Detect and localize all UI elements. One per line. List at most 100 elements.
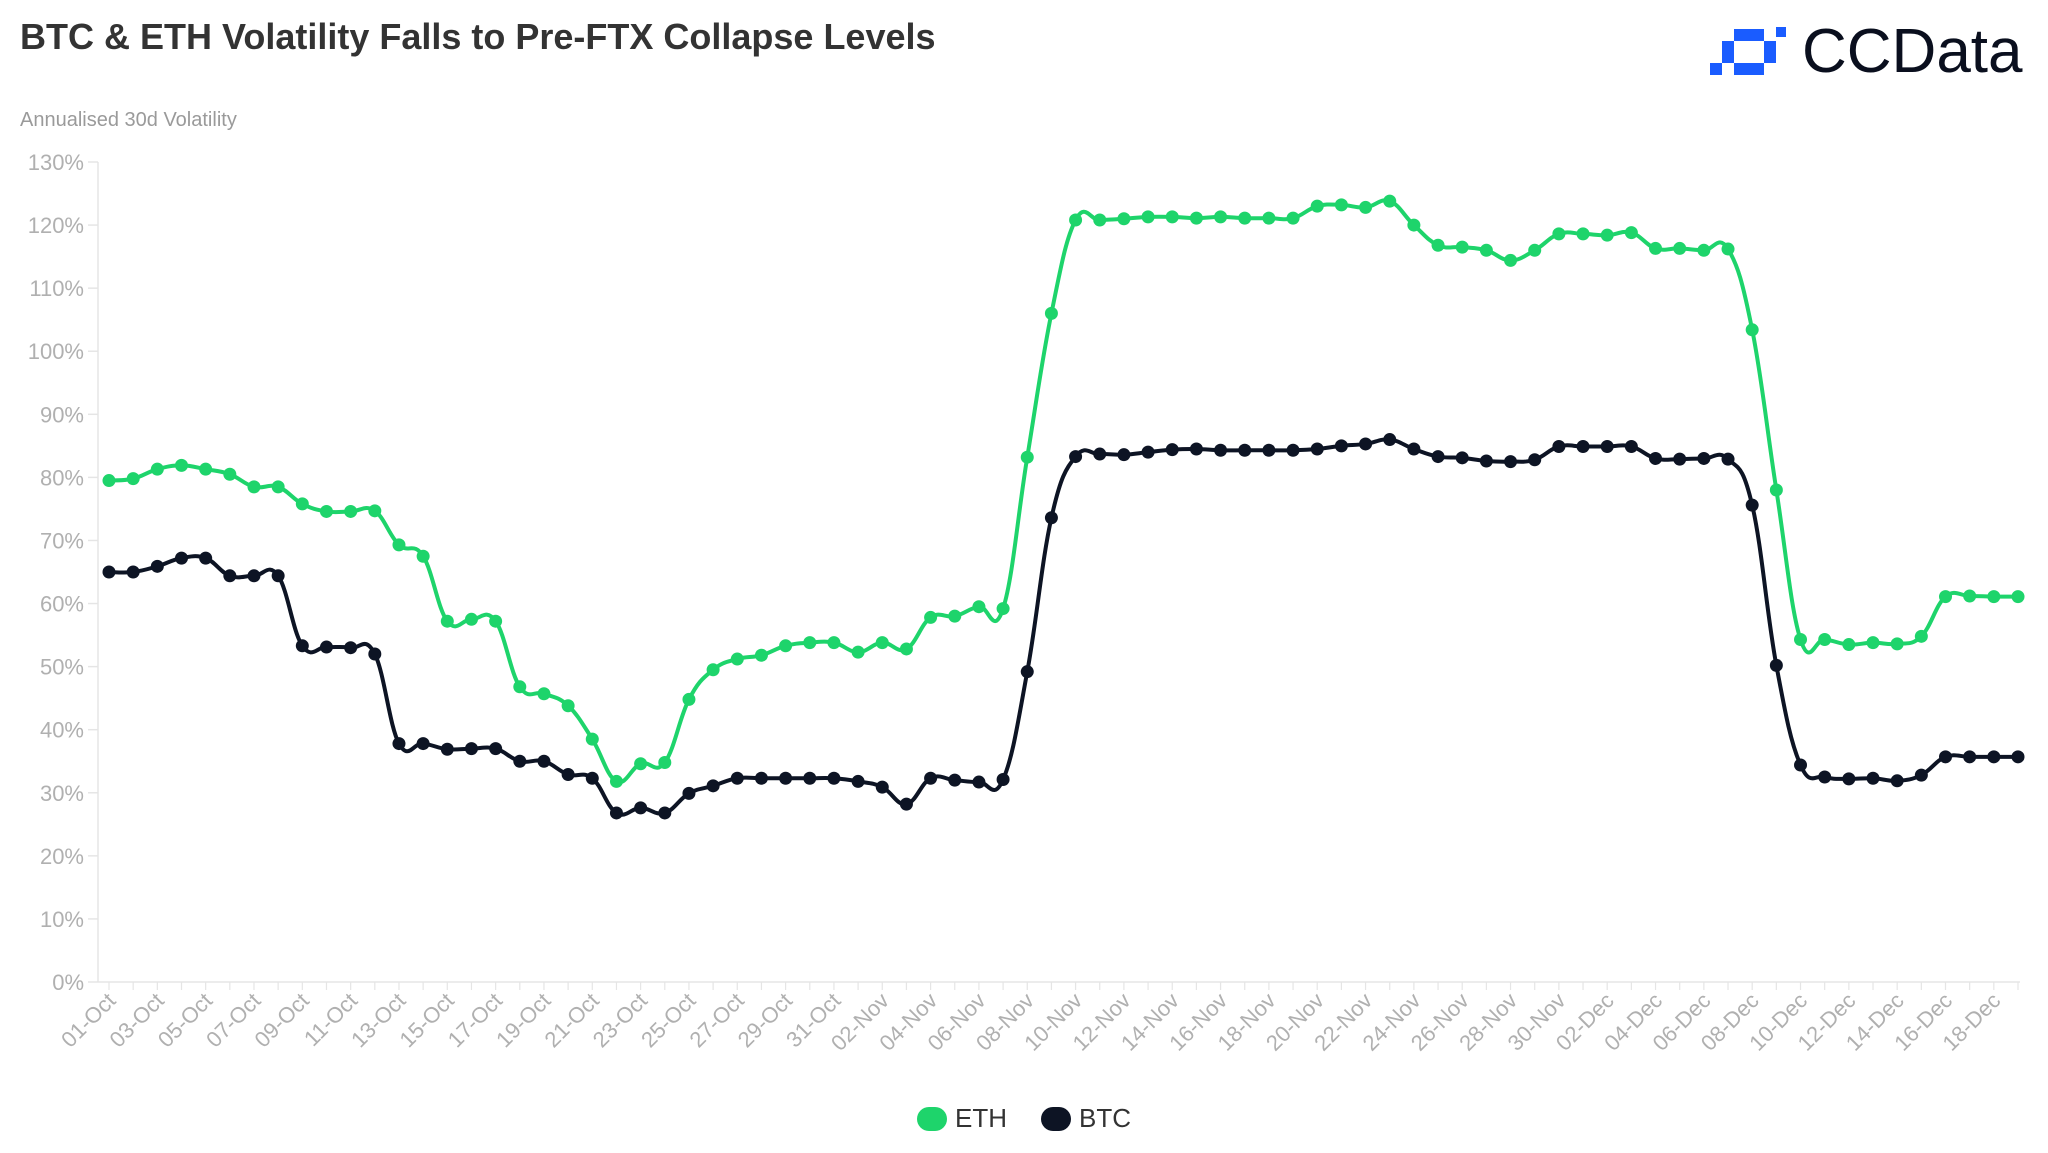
data-point-eth[interactable]: [150, 462, 164, 476]
data-point-eth[interactable]: [1262, 211, 1276, 225]
data-point-btc[interactable]: [1576, 439, 1590, 453]
data-point-btc[interactable]: [489, 742, 503, 756]
data-point-btc[interactable]: [1455, 451, 1469, 465]
data-point-eth[interactable]: [1141, 210, 1155, 224]
data-point-eth[interactable]: [1310, 199, 1324, 213]
data-point-btc[interactable]: [102, 565, 116, 579]
data-point-btc[interactable]: [464, 742, 478, 756]
data-point-btc[interactable]: [537, 754, 551, 768]
data-point-btc[interactable]: [2011, 750, 2025, 764]
data-point-btc[interactable]: [416, 737, 430, 751]
data-point-btc[interactable]: [1165, 443, 1179, 457]
data-point-eth[interactable]: [899, 642, 913, 656]
data-point-eth[interactable]: [1117, 212, 1131, 226]
data-point-btc[interactable]: [1794, 758, 1808, 772]
data-point-eth[interactable]: [1963, 589, 1977, 603]
data-point-eth[interactable]: [1359, 200, 1373, 214]
data-point-btc[interactable]: [585, 771, 599, 785]
data-point-btc[interactable]: [295, 639, 309, 653]
data-point-btc[interactable]: [1020, 665, 1034, 679]
data-point-btc[interactable]: [1069, 450, 1083, 464]
data-point-eth[interactable]: [1093, 213, 1107, 227]
data-point-eth[interactable]: [1914, 629, 1928, 643]
data-point-eth[interactable]: [948, 609, 962, 623]
data-point-eth[interactable]: [1504, 253, 1518, 267]
data-point-eth[interactable]: [102, 474, 116, 488]
data-point-btc[interactable]: [1649, 451, 1663, 465]
data-point-btc[interactable]: [1624, 439, 1638, 453]
data-point-eth[interactable]: [1600, 228, 1614, 242]
data-point-btc[interactable]: [1383, 433, 1397, 447]
data-point-btc[interactable]: [1697, 451, 1711, 465]
data-point-btc[interactable]: [1310, 442, 1324, 456]
data-point-btc[interactable]: [1044, 511, 1058, 525]
data-point-eth[interactable]: [223, 467, 237, 481]
data-point-eth[interactable]: [1334, 198, 1348, 212]
data-point-eth[interactable]: [489, 614, 503, 628]
data-point-btc[interactable]: [150, 559, 164, 573]
data-point-eth[interactable]: [1576, 227, 1590, 241]
data-point-btc[interactable]: [682, 786, 696, 800]
data-point-btc[interactable]: [1552, 439, 1566, 453]
data-point-eth[interactable]: [1624, 226, 1638, 240]
data-point-eth[interactable]: [537, 687, 551, 701]
data-point-btc[interactable]: [1504, 455, 1518, 469]
data-point-eth[interactable]: [1431, 238, 1445, 252]
data-point-btc[interactable]: [1238, 443, 1252, 457]
data-point-btc[interactable]: [561, 767, 575, 781]
data-point-btc[interactable]: [1818, 770, 1832, 784]
data-point-eth[interactable]: [682, 692, 696, 706]
data-point-btc[interactable]: [1189, 442, 1203, 456]
data-point-btc[interactable]: [948, 773, 962, 787]
legend-item-eth[interactable]: ETH: [917, 1103, 1007, 1134]
data-point-eth[interactable]: [513, 680, 527, 694]
data-point-eth[interactable]: [730, 652, 744, 666]
data-point-eth[interactable]: [1842, 638, 1856, 652]
data-point-btc[interactable]: [1141, 445, 1155, 459]
data-point-btc[interactable]: [271, 569, 285, 583]
data-point-btc[interactable]: [1673, 452, 1687, 466]
data-point-btc[interactable]: [827, 771, 841, 785]
data-point-btc[interactable]: [706, 779, 720, 793]
data-point-btc[interactable]: [1262, 443, 1276, 457]
data-point-btc[interactable]: [658, 806, 672, 820]
data-point-eth[interactable]: [440, 614, 454, 628]
data-point-eth[interactable]: [1697, 243, 1711, 257]
data-point-eth[interactable]: [1165, 210, 1179, 224]
data-point-eth[interactable]: [126, 472, 140, 486]
data-point-eth[interactable]: [924, 610, 938, 624]
data-point-eth[interactable]: [2011, 590, 2025, 604]
data-point-btc[interactable]: [1286, 443, 1300, 457]
data-point-eth[interactable]: [1866, 636, 1880, 650]
data-point-btc[interactable]: [223, 569, 237, 583]
data-point-btc[interactable]: [126, 565, 140, 579]
data-point-btc[interactable]: [1914, 768, 1928, 782]
data-point-btc[interactable]: [1600, 439, 1614, 453]
data-point-eth[interactable]: [585, 732, 599, 746]
data-point-eth[interactable]: [1528, 243, 1542, 257]
data-point-eth[interactable]: [368, 504, 382, 518]
data-point-btc[interactable]: [634, 801, 648, 815]
data-point-btc[interactable]: [609, 806, 623, 820]
data-point-eth[interactable]: [996, 602, 1010, 616]
data-point-eth[interactable]: [1649, 241, 1663, 255]
data-point-btc[interactable]: [1528, 453, 1542, 467]
data-point-btc[interactable]: [392, 737, 406, 751]
data-point-btc[interactable]: [1334, 439, 1348, 453]
data-point-btc[interactable]: [875, 780, 889, 794]
data-point-btc[interactable]: [779, 771, 793, 785]
data-point-btc[interactable]: [972, 775, 986, 789]
data-point-btc[interactable]: [1939, 750, 1953, 764]
data-point-btc[interactable]: [899, 797, 913, 811]
data-point-eth[interactable]: [392, 538, 406, 552]
data-point-eth[interactable]: [1069, 213, 1083, 227]
data-point-btc[interactable]: [754, 771, 768, 785]
data-point-eth[interactable]: [1818, 632, 1832, 646]
data-point-btc[interactable]: [851, 774, 865, 788]
data-point-eth[interactable]: [1189, 211, 1203, 225]
data-point-btc[interactable]: [803, 771, 817, 785]
data-point-btc[interactable]: [1890, 774, 1904, 788]
data-point-eth[interactable]: [247, 480, 261, 494]
data-point-btc[interactable]: [924, 771, 938, 785]
data-point-eth[interactable]: [779, 639, 793, 653]
